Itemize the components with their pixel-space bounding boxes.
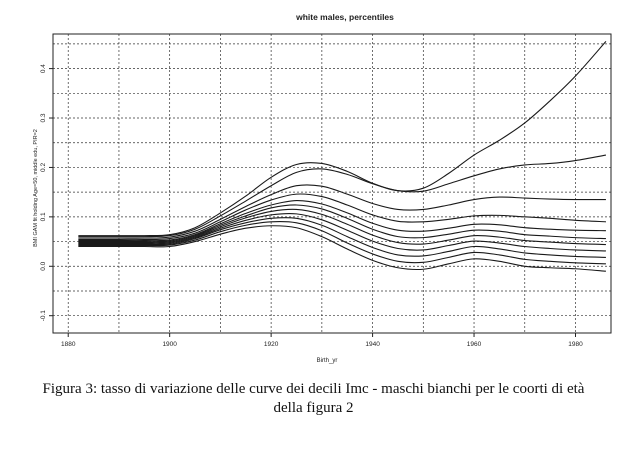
plot-frame bbox=[52, 33, 612, 334]
chart-title: white males, percentiles bbox=[295, 12, 394, 22]
y-tick-label: 0.2 bbox=[40, 163, 47, 172]
x-tick-label: 1980 bbox=[568, 341, 583, 348]
series-line-7 bbox=[78, 199, 606, 242]
caption-line-2: della figura 2 bbox=[273, 400, 354, 416]
series-line-6 bbox=[78, 204, 606, 243]
series-line-3 bbox=[78, 217, 606, 258]
y-axis-label: BMI GAM fit holding Age=50, middle edu, … bbox=[33, 129, 39, 247]
y-tick-label: 0.4 bbox=[40, 64, 47, 73]
x-axis: 1880 1900 1920 1940 1960 1980 bbox=[61, 333, 583, 348]
y-tick-label: 0.3 bbox=[40, 113, 47, 122]
figure-caption: Figura 3: tasso di variazione delle curv… bbox=[0, 380, 627, 418]
x-tick-label: 1940 bbox=[365, 341, 380, 348]
series-line-2 bbox=[78, 220, 606, 265]
x-tick-label: 1900 bbox=[162, 341, 177, 348]
x-axis-label: Birth_yr bbox=[317, 358, 338, 364]
y-tick-label: -0.1 bbox=[40, 310, 47, 322]
series-line-10 bbox=[78, 154, 607, 238]
caption-line-1: Figura 3: tasso di variazione delle curv… bbox=[42, 381, 585, 397]
y-tick-label: 0.1 bbox=[40, 212, 47, 221]
x-tick-label: 1960 bbox=[467, 341, 482, 348]
chart-grid bbox=[53, 34, 611, 333]
y-tick-label: 0.0 bbox=[40, 261, 47, 270]
x-tick-label: 1880 bbox=[61, 341, 76, 348]
series-line-5 bbox=[78, 208, 606, 246]
chart: white males, percentiles 1880 1900 1920 194… bbox=[33, 12, 612, 364]
y-axis: -0.1 0.0 0.1 0.2 0.3 0.4 bbox=[40, 64, 53, 322]
series-line-1 bbox=[78, 225, 606, 272]
series-line-9 bbox=[78, 184, 606, 239]
chart-series bbox=[78, 41, 607, 272]
series-line-8 bbox=[78, 193, 606, 241]
series-line-4 bbox=[78, 212, 606, 252]
x-tick-label: 1920 bbox=[264, 341, 279, 348]
series-line-11 bbox=[78, 41, 607, 237]
